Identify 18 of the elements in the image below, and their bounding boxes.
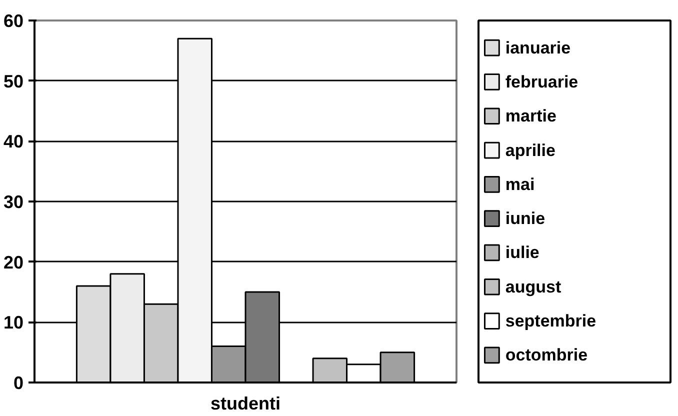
y-tick-label: 10 <box>3 312 24 333</box>
legend-label: septembrie <box>505 312 596 331</box>
y-tick-label: 0 <box>13 373 24 393</box>
legend-label: octombrie <box>505 346 588 365</box>
legend-label: august <box>505 277 562 296</box>
x-tick-label: studenti <box>210 394 280 414</box>
legend-label: februarie <box>505 72 578 92</box>
legend-label: mai <box>505 174 535 194</box>
y-tick-label: 60 <box>3 11 24 31</box>
legend-label: iunie <box>505 209 546 228</box>
legend-label: martie <box>505 106 556 126</box>
legend-label: ianuarie <box>505 38 571 58</box>
legend-label: aprilie <box>505 140 556 160</box>
y-tick-label: 40 <box>3 132 24 152</box>
legend-label: iulie <box>505 243 540 262</box>
y-tick-label: 20 <box>3 252 24 272</box>
y-tick-label: 50 <box>3 71 24 92</box>
y-tick-label: 30 <box>3 192 24 212</box>
